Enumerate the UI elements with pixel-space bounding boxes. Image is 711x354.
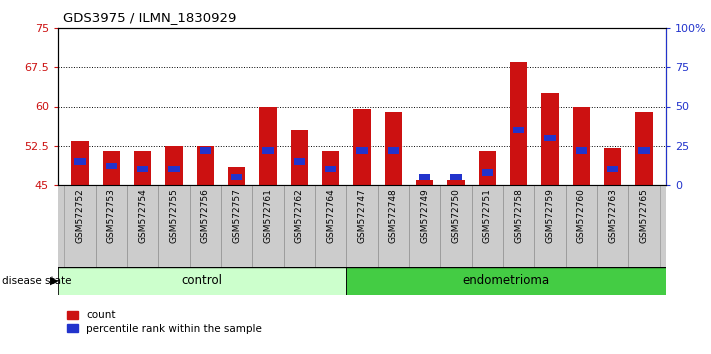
Bar <box>541 93 559 185</box>
Bar <box>71 141 89 185</box>
Bar <box>629 185 660 267</box>
Text: ▶: ▶ <box>50 276 58 286</box>
Bar <box>169 166 180 172</box>
Bar <box>604 148 621 185</box>
Bar <box>294 158 305 165</box>
Bar <box>353 109 370 185</box>
Bar <box>346 185 378 267</box>
Bar <box>325 166 336 172</box>
Bar <box>638 147 650 154</box>
Text: control: control <box>182 274 223 287</box>
Bar <box>127 185 159 267</box>
Bar <box>510 62 528 185</box>
Bar <box>260 107 277 185</box>
Text: GSM572761: GSM572761 <box>264 188 272 243</box>
Bar <box>419 174 430 180</box>
Bar <box>106 163 117 169</box>
Bar <box>479 151 496 185</box>
Bar <box>482 169 493 176</box>
Bar <box>291 130 308 185</box>
Bar <box>64 185 95 267</box>
Text: disease state: disease state <box>2 276 72 286</box>
Text: GSM572762: GSM572762 <box>295 188 304 243</box>
Bar <box>346 267 666 295</box>
Bar <box>416 180 433 185</box>
Text: GSM572749: GSM572749 <box>420 188 429 243</box>
Bar <box>200 147 211 154</box>
Bar <box>513 127 524 133</box>
Text: GSM572765: GSM572765 <box>640 188 648 243</box>
Bar <box>284 185 315 267</box>
Text: GSM572750: GSM572750 <box>451 188 461 243</box>
Bar <box>607 166 619 172</box>
Text: GSM572764: GSM572764 <box>326 188 335 243</box>
Text: GDS3975 / ILMN_1830929: GDS3975 / ILMN_1830929 <box>63 11 236 24</box>
Bar <box>573 107 590 185</box>
Text: GSM572751: GSM572751 <box>483 188 492 243</box>
Bar <box>221 185 252 267</box>
Text: GSM572760: GSM572760 <box>577 188 586 243</box>
Bar <box>387 147 399 154</box>
Bar <box>545 135 555 141</box>
Bar <box>137 166 148 172</box>
Bar <box>440 185 471 267</box>
Text: GSM572759: GSM572759 <box>545 188 555 243</box>
Bar <box>190 185 221 267</box>
Text: GSM572747: GSM572747 <box>358 188 366 243</box>
Bar <box>409 185 440 267</box>
Bar <box>231 174 242 180</box>
Text: GSM572748: GSM572748 <box>389 188 398 243</box>
Bar <box>95 185 127 267</box>
Bar <box>322 151 339 185</box>
Bar <box>197 146 214 185</box>
Bar <box>636 112 653 185</box>
Bar <box>159 185 190 267</box>
Bar <box>535 185 566 267</box>
Bar <box>166 146 183 185</box>
Bar <box>102 151 120 185</box>
Bar <box>447 180 465 185</box>
Text: GSM572763: GSM572763 <box>608 188 617 243</box>
Bar <box>252 185 284 267</box>
Bar <box>471 185 503 267</box>
Text: GSM572755: GSM572755 <box>169 188 178 243</box>
Bar <box>451 174 461 180</box>
Text: endometrioma: endometrioma <box>463 274 550 287</box>
Bar <box>262 147 274 154</box>
Text: GSM572752: GSM572752 <box>75 188 85 243</box>
Bar <box>385 112 402 185</box>
Bar <box>134 151 151 185</box>
Bar <box>378 185 409 267</box>
Bar <box>75 158 85 165</box>
Text: GSM572757: GSM572757 <box>232 188 241 243</box>
Text: GSM572753: GSM572753 <box>107 188 116 243</box>
Bar <box>503 185 535 267</box>
Text: GSM572756: GSM572756 <box>201 188 210 243</box>
Text: GSM572758: GSM572758 <box>514 188 523 243</box>
Bar <box>58 267 346 295</box>
Bar <box>566 185 597 267</box>
Bar <box>228 167 245 185</box>
Bar <box>315 185 346 267</box>
Bar <box>597 185 629 267</box>
Bar <box>356 147 368 154</box>
Legend: count, percentile rank within the sample: count, percentile rank within the sample <box>63 306 266 338</box>
Bar <box>576 147 587 154</box>
Text: GSM572754: GSM572754 <box>138 188 147 243</box>
